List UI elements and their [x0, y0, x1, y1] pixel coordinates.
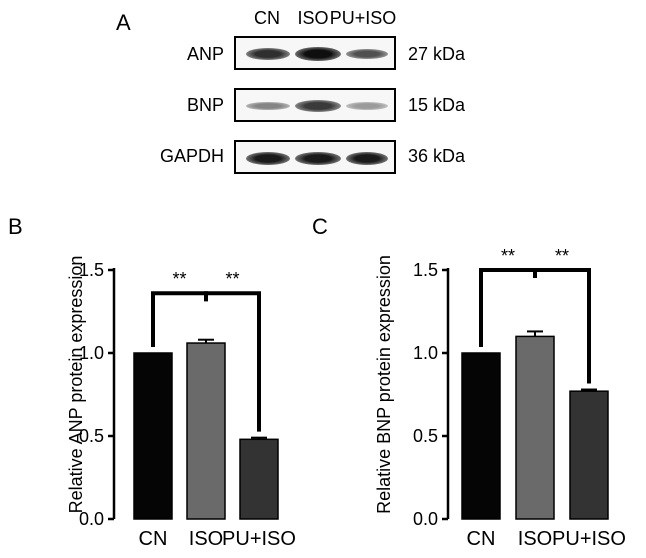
- bnp-chart-y-tick-label: 1.5: [413, 260, 438, 280]
- lane-label-iso: ISO: [297, 8, 329, 28]
- kda-label-gapdh: 36 kDa: [408, 146, 466, 166]
- bnp-chart-bar: [515, 335, 555, 520]
- panel-label-c: C: [312, 214, 328, 239]
- blot-label-gapdh: GAPDH: [159, 146, 224, 166]
- panel-label-a: A: [116, 10, 131, 35]
- anp-chart-y-tick-label: 0.0: [79, 509, 104, 529]
- bnp-chart-x-tick-label: ISO: [518, 528, 552, 550]
- bnp-chart-bar: [461, 352, 501, 520]
- kda-label-anp: 27 kDa: [408, 44, 466, 64]
- bnp-chart-y-tick-label: 0.0: [413, 509, 438, 529]
- anp-chart-x-tick-label: ISO: [189, 528, 223, 550]
- bnp-chart-significance-bracket: [479, 268, 537, 347]
- blot-strip-bnp: [234, 88, 396, 122]
- anp-chart-bar: [239, 438, 279, 520]
- blot-label-anp: ANP: [186, 44, 224, 64]
- anp-chart-y-tick-label: 1.5: [79, 260, 104, 280]
- blot-band-bnp-iso: [295, 100, 341, 112]
- blot-band-anp-pu-iso: [346, 49, 388, 59]
- bnp-chart-y-tick-label: 0.5: [413, 426, 438, 446]
- anp-chart-y-tick-label: 0.5: [79, 426, 104, 446]
- blot-band-gapdh-iso: [295, 152, 341, 165]
- anp-chart-significance-bracket: [204, 291, 261, 432]
- bnp-chart-y-axis-label: Relative BNP protein expression: [374, 255, 394, 514]
- anp-chart-significance-label: **: [225, 269, 239, 289]
- panel-label-b: B: [8, 214, 23, 239]
- bnp-chart-bar: [569, 390, 609, 520]
- lane-label-cn: CN: [254, 8, 280, 28]
- anp-chart-x-tick-label: CN: [139, 528, 168, 550]
- blot-band-bnp-cn: [246, 102, 290, 110]
- anp-chart-bar: [133, 352, 173, 520]
- bnp-bar-chart: Relative BNP protein expression 0.0 0.5 1.0…: [374, 246, 626, 550]
- blot-label-bnp: BNP: [186, 95, 224, 115]
- anp-chart-y-tick-label: 1.0: [79, 343, 104, 363]
- blot-band-bnp-pu-iso: [346, 102, 388, 110]
- bnp-chart-significance-label: **: [555, 246, 569, 266]
- anp-chart-y-axis-label: Relative ANP protein expression: [66, 256, 86, 514]
- lane-label-pu-iso: PU+ISO: [329, 8, 397, 28]
- bnp-chart-y-tick-label: 1.0: [413, 343, 438, 363]
- blot-band-gapdh-pu-iso: [346, 152, 388, 165]
- bnp-chart-x-tick-label: CN: [467, 528, 496, 550]
- bnp-chart-significance-bracket: [533, 268, 591, 384]
- bnp-chart-significance-label: **: [501, 246, 515, 266]
- blot-band-gapdh-cn: [246, 152, 290, 165]
- kda-label-bnp: 15 kDa: [408, 95, 466, 115]
- blot-band-anp-cn: [246, 48, 290, 60]
- anp-chart-significance-label: **: [172, 269, 186, 289]
- anp-chart-x-tick-label: PU+ISO: [222, 528, 296, 550]
- blot-strip-gapdh: [234, 140, 396, 174]
- anp-chart-bar: [186, 342, 226, 520]
- bnp-chart-x-tick-label: PU+ISO: [552, 528, 626, 550]
- blot-strip-anp: [234, 36, 396, 70]
- blot-band-anp-iso: [295, 47, 341, 61]
